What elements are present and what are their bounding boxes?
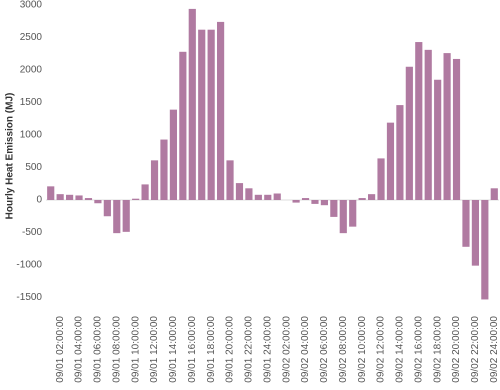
x-tick-label: 09/02 18:00:00 (432, 316, 443, 383)
bar (462, 200, 470, 247)
bar (292, 200, 300, 203)
x-tick-label: 09/02 14:00:00 (395, 316, 406, 383)
bar (339, 200, 347, 234)
bar (56, 194, 64, 200)
x-tick-label: 09/01 10:00:00 (130, 316, 141, 383)
x-tick-label: 09/02 24:00:00 (489, 316, 500, 383)
bar (47, 186, 55, 200)
bar (132, 198, 140, 200)
y-tick-label: 2500 (20, 32, 43, 43)
bar (179, 51, 187, 200)
x-tick-label: 09/02 06:00:00 (319, 316, 330, 383)
bar (377, 158, 385, 200)
bar (330, 200, 338, 217)
x-tick-label: 09/01 02:00:00 (55, 316, 66, 383)
bar (217, 21, 225, 201)
bar (405, 66, 413, 200)
y-tick-label: -1500 (16, 292, 42, 303)
y-tick-label: -1000 (16, 260, 42, 271)
bar (235, 183, 244, 200)
bar (320, 200, 328, 206)
bar (113, 200, 121, 234)
bar (84, 198, 93, 200)
y-tick-label: 3000 (20, 0, 43, 11)
bar (122, 200, 130, 232)
x-tick-label: 09/01 22:00:00 (244, 316, 255, 383)
bar (94, 200, 102, 204)
y-tick-label: 1000 (20, 130, 43, 141)
bar (198, 29, 206, 201)
y-tick-label: -500 (22, 227, 42, 238)
x-tick-label: 09/02 02:00:00 (281, 316, 292, 383)
bar (160, 139, 168, 200)
x-tick-label: 09/01 12:00:00 (149, 316, 160, 383)
y-tick-label: 1500 (20, 97, 43, 108)
bar (490, 188, 498, 200)
bar (66, 194, 74, 200)
y-tick-label: 0 (36, 195, 42, 206)
bar (188, 8, 196, 201)
bar (358, 198, 366, 200)
bar (386, 122, 395, 200)
x-tick-label: 09/02 22:00:00 (470, 316, 481, 383)
x-tick-label: 09/01 04:00:00 (74, 316, 85, 383)
bar (75, 195, 83, 200)
x-tick-label: 09/01 14:00:00 (168, 316, 179, 383)
bar (226, 160, 234, 200)
x-tick-label: 09/01 06:00:00 (93, 316, 104, 383)
bar (273, 193, 281, 200)
x-tick-label: 09/01 24:00:00 (262, 316, 273, 383)
bar (349, 200, 357, 227)
bar (424, 49, 432, 200)
x-tick-label: 09/01 16:00:00 (187, 316, 198, 383)
x-tick-label: 09/02 04:00:00 (300, 316, 311, 383)
bar (245, 188, 253, 200)
bar (481, 200, 489, 300)
x-tick-label: 09/01 20:00:00 (225, 316, 236, 383)
bar (207, 29, 215, 201)
x-tick-label: 09/01 08:00:00 (111, 316, 122, 383)
bar (150, 160, 159, 200)
bar (396, 105, 404, 200)
bar (368, 194, 376, 200)
y-tick-label: 2000 (20, 65, 43, 76)
bar (471, 200, 479, 266)
x-tick-label: 09/02 16:00:00 (413, 316, 424, 383)
x-tick-label: 09/01 18:00:00 (206, 316, 217, 383)
bar (141, 184, 149, 200)
bar (301, 198, 310, 200)
y-tick-label: 500 (25, 162, 42, 173)
bar (415, 42, 423, 200)
x-tick-label: 09/02 20:00:00 (451, 316, 462, 383)
bar (103, 200, 111, 217)
x-tick-label: 09/02 08:00:00 (338, 316, 349, 383)
y-axis-title: Hourly Heat Emission (MJ) (5, 93, 16, 220)
x-tick-label: 09/02 10:00:00 (357, 316, 368, 383)
bar (311, 200, 319, 204)
bar (434, 79, 442, 200)
bar (169, 109, 177, 200)
bar (254, 194, 262, 200)
x-tick-label: 09/02 12:00:00 (376, 316, 387, 383)
bar (443, 53, 451, 200)
bar (264, 194, 272, 200)
bar (452, 58, 461, 201)
